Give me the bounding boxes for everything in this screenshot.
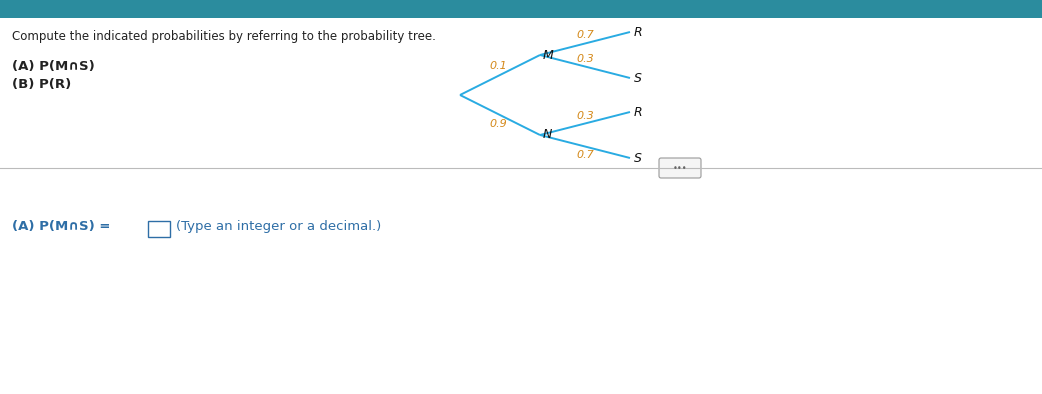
Bar [0, 0, 1042, 18]
Text: (A) P(M∩S): (A) P(M∩S) [13, 60, 95, 73]
Text: 0.7: 0.7 [576, 149, 594, 160]
Bar [148, 221, 170, 237]
Text: •••: ••• [673, 164, 688, 173]
Text: 0.1: 0.1 [489, 61, 506, 71]
Text: R: R [634, 26, 643, 39]
Text: 0.3: 0.3 [576, 110, 594, 121]
Text: R: R [634, 106, 643, 119]
Text: 0.7: 0.7 [576, 30, 594, 39]
Text: S: S [634, 71, 642, 84]
Text: M: M [543, 48, 553, 61]
Text: 0.3: 0.3 [576, 54, 594, 63]
Text: (A) P(M∩S) =: (A) P(M∩S) = [13, 220, 110, 233]
Text: 0.9: 0.9 [489, 119, 506, 129]
Text: Compute the indicated probabilities by referring to the probability tree.: Compute the indicated probabilities by r… [13, 30, 436, 43]
FancyBboxPatch shape [659, 158, 701, 178]
Text: (Type an integer or a decimal.): (Type an integer or a decimal.) [176, 220, 381, 233]
Text: N: N [543, 128, 552, 141]
Text: S: S [634, 152, 642, 165]
Text: (B) P(R): (B) P(R) [13, 78, 71, 91]
